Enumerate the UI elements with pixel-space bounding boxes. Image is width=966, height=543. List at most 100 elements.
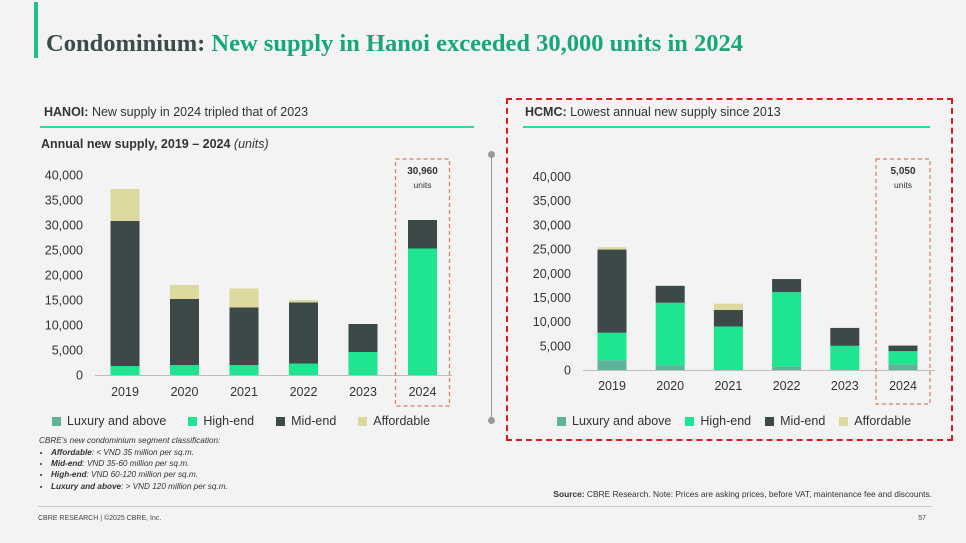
legend-item-luxury: Luxury and above — [52, 414, 166, 428]
hanoi-bar-affordable — [110, 189, 140, 221]
hanoi-bar-mid-end — [170, 299, 199, 365]
hanoi-y-tick-label: 40,000 — [45, 169, 83, 183]
hanoi-chart-subtitle: Annual new supply, 2019 – 2024 (units) — [41, 137, 269, 151]
hcmc-bar-high-end — [830, 345, 860, 370]
segment-desc: : > VND 120 million per sq.m. — [121, 481, 228, 491]
title-main: New supply in Hanoi exceeded 30,000 unit… — [211, 30, 744, 57]
hcmc-x-tick-label: 2022 — [773, 379, 801, 393]
hanoi-y-tick-label: 35,000 — [45, 194, 83, 208]
hanoi-x-tick-label: 2024 — [409, 385, 437, 399]
hanoi-bar-mid-end — [110, 221, 140, 366]
hanoi-x-tick-label: 2020 — [171, 385, 199, 399]
hanoi-bar-affordable — [229, 288, 259, 308]
hanoi-x-tick-label: 2019 — [111, 385, 139, 399]
legend-label: Luxury and above — [67, 414, 167, 428]
legend-item-mid-end: Mid-end — [765, 414, 825, 428]
legend-label: Luxury and above — [572, 414, 672, 428]
segment-classification-note: CBRE's new condominium segment classific… — [39, 436, 228, 493]
hcmc-x-tick-label: 2024 — [889, 379, 917, 393]
legend-label: High-end — [700, 414, 752, 428]
segment-note-header: CBRE's new condominium segment classific… — [39, 436, 221, 445]
hcmc-bar-mid-end — [655, 285, 685, 303]
hanoi-y-tick-label: 30,000 — [45, 219, 83, 233]
hanoi-x-tick-label: 2023 — [349, 385, 377, 399]
hcmc-x-tick-label: 2019 — [598, 379, 626, 393]
hcmc-headline: HCMC: Lowest annual new supply since 201… — [525, 105, 781, 119]
segment-desc: : VND 60-120 million per sq.m. — [86, 470, 198, 480]
hanoi-bar-high-end — [229, 365, 259, 375]
hanoi-bar-high-end — [408, 248, 437, 375]
page-number: 57 — [918, 515, 926, 522]
hanoi-callout-value: 30,960 — [407, 166, 438, 177]
legend-swatch — [685, 416, 695, 426]
segment-note-item: Mid-end: VND 35-60 million per sq.m. — [51, 459, 228, 468]
hcmc-bar-high-end — [888, 351, 918, 365]
legend-swatch — [52, 416, 61, 426]
segment-note-list: Affordable: < VND 35 million per sq.m. M… — [39, 448, 228, 491]
hcmc-x-tick-label: 2021 — [714, 379, 742, 393]
hanoi-bar-mid-end — [348, 324, 378, 352]
hcmc-bar-mid-end — [772, 279, 802, 293]
legend-label: High-end — [203, 414, 255, 428]
divider-dot-bottom — [488, 417, 495, 424]
hcmc-bar-high-end — [772, 292, 802, 367]
hanoi-bar-high-end — [289, 363, 318, 375]
segment-name: Affordable — [51, 448, 92, 457]
hanoi-callout-unit: units — [414, 180, 432, 190]
hcmc-callout-value: 5,050 — [890, 166, 915, 177]
hanoi-rule — [40, 126, 474, 128]
hcmc-bar-luxury — [655, 365, 685, 370]
hcmc-y-tick-label: 10,000 — [533, 315, 571, 329]
segment-note-item: Affordable: < VND 35 million per sq.m. — [51, 448, 228, 457]
hanoi-y-tick-label: 25,000 — [45, 244, 83, 258]
footer-divider — [38, 506, 932, 507]
hanoi-headline-text: New supply in 2024 tripled that of 2023 — [91, 105, 309, 119]
legend-swatch — [276, 416, 286, 426]
legend-label: Mid-end — [291, 414, 337, 428]
legend-swatch — [358, 416, 368, 426]
legend-swatch — [557, 416, 566, 426]
hanoi-x-tick-label: 2022 — [290, 385, 318, 399]
hanoi-bar-high-end — [170, 365, 199, 375]
hcmc-bar-affordable — [713, 303, 743, 311]
legend-item-mid-end: Mid-end — [276, 414, 336, 428]
hanoi-bar-high-end — [110, 366, 140, 375]
hcmc-legend: Luxury and above High-end Mid-end Afford… — [557, 414, 911, 428]
segment-name: High-end — [51, 470, 87, 480]
hanoi-y-tick-label: 5,000 — [52, 344, 83, 358]
panel-divider — [491, 154, 492, 420]
segment-note-item: Luxury and above: > VND 120 million per … — [51, 482, 228, 491]
title-prefix: Condominium: — [46, 30, 206, 57]
legend-swatch — [188, 416, 198, 426]
source-text: CBRE Research. Note: Prices are asking p… — [584, 489, 932, 499]
hcmc-bar-luxury — [597, 360, 627, 370]
hanoi-y-tick-label: 10,000 — [45, 319, 83, 333]
legend-swatch — [765, 416, 775, 426]
hanoi-headline: HANOI: New supply in 2024 tripled that o… — [44, 105, 308, 119]
hanoi-bar-affordable — [289, 300, 318, 303]
hanoi-bar-high-end — [348, 352, 378, 375]
hcmc-bar-high-end — [597, 332, 627, 361]
legend-item-high-end: High-end — [188, 414, 254, 428]
hcmc-y-tick-label: 15,000 — [533, 291, 571, 305]
hcmc-y-tick-label: 35,000 — [533, 194, 571, 208]
hcmc-rule — [523, 126, 930, 128]
segment-name: Luxury and above — [51, 481, 122, 491]
hanoi-y-tick-label: 20,000 — [45, 269, 83, 283]
hcmc-y-tick-label: 40,000 — [533, 170, 571, 184]
hcmc-bar-high-end — [655, 302, 685, 366]
segment-desc: : VND 35-60 million per sq.m. — [82, 459, 190, 469]
hanoi-x-tick-label: 2021 — [230, 385, 258, 399]
hanoi-y-tick-label: 15,000 — [45, 294, 83, 308]
hcmc-bar-affordable — [597, 247, 627, 250]
hcmc-y-tick-label: 25,000 — [533, 243, 571, 257]
hcmc-bar-luxury — [888, 364, 918, 370]
segment-note-item: High-end: VND 60-120 million per sq.m. — [51, 470, 228, 479]
segment-name: Mid-end — [51, 459, 83, 469]
footer-copyright: CBRE RESEARCH | ©2025 CBRE, Inc. — [38, 515, 162, 522]
legend-item-high-end: High-end — [685, 414, 751, 428]
hanoi-bar-mid-end — [408, 220, 437, 249]
hcmc-highlight-callout-box — [875, 158, 931, 405]
